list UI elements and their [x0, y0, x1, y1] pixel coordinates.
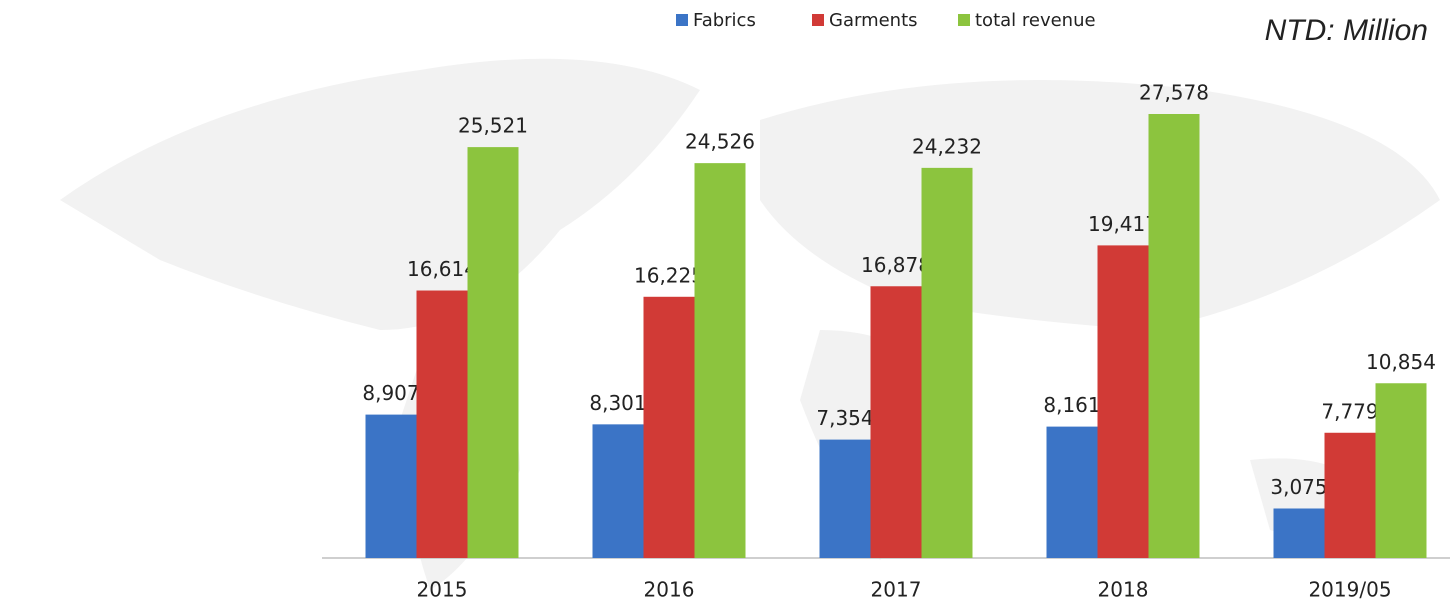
value-label: 8,301 [589, 391, 646, 415]
bar [1097, 245, 1149, 558]
bar [1148, 114, 1200, 558]
value-label: 25,521 [458, 114, 528, 138]
bar [643, 296, 695, 558]
bar [921, 167, 973, 558]
legend: Fabrics Garments total revenue [676, 10, 1096, 31]
bar [1324, 432, 1376, 558]
legend-swatch [676, 14, 688, 26]
x-tick-label: 2017 [871, 578, 922, 602]
legend-label: total revenue [975, 10, 1096, 31]
x-tick-label: 2016 [644, 578, 695, 602]
legend-label: Fabrics [693, 10, 756, 31]
value-label: 24,232 [912, 134, 982, 158]
legend-swatch [958, 14, 970, 26]
value-label: 8,161 [1043, 393, 1100, 417]
x-tick-label: 2019/05 [1308, 578, 1391, 602]
unit-note: NTD: Million [1265, 14, 1428, 47]
bar [870, 286, 922, 558]
value-label: 19,417 [1088, 212, 1158, 236]
value-label: 7,779 [1321, 399, 1378, 423]
x-tick-label: 2015 [417, 578, 468, 602]
value-label: 16,614 [407, 257, 477, 281]
legend-label: Garments [829, 10, 918, 31]
bar [1273, 508, 1325, 558]
x-tick-label: 2018 [1098, 578, 1149, 602]
value-label: 24,526 [685, 130, 755, 154]
bar [592, 424, 644, 558]
bar [1046, 426, 1098, 558]
bar [365, 414, 417, 558]
value-label: 3,075 [1270, 475, 1327, 499]
bar [694, 163, 746, 559]
bar [819, 439, 871, 558]
bar [1375, 383, 1427, 558]
bar [416, 290, 468, 558]
value-label: 7,354 [816, 406, 873, 430]
value-label: 10,854 [1366, 350, 1436, 374]
value-label: 27,578 [1139, 81, 1209, 105]
legend-swatch [812, 14, 824, 26]
value-label: 16,878 [861, 253, 931, 277]
value-label: 8,907 [362, 381, 419, 405]
value-label: 16,225 [634, 263, 704, 287]
bar [467, 147, 519, 559]
